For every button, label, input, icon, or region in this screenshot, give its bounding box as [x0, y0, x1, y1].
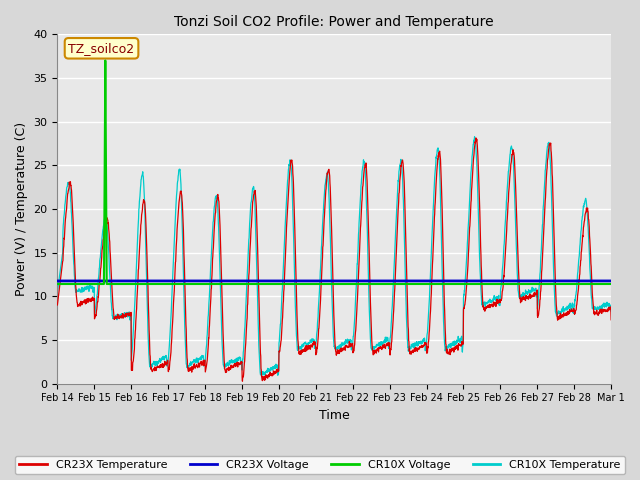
Title: Tonzi Soil CO2 Profile: Power and Temperature: Tonzi Soil CO2 Profile: Power and Temper…: [175, 15, 494, 29]
X-axis label: Time: Time: [319, 409, 349, 422]
Text: TZ_soilco2: TZ_soilco2: [68, 42, 134, 55]
Y-axis label: Power (V) / Temperature (C): Power (V) / Temperature (C): [15, 122, 28, 296]
Legend: CR23X Temperature, CR23X Voltage, CR10X Voltage, CR10X Temperature: CR23X Temperature, CR23X Voltage, CR10X …: [15, 456, 625, 474]
